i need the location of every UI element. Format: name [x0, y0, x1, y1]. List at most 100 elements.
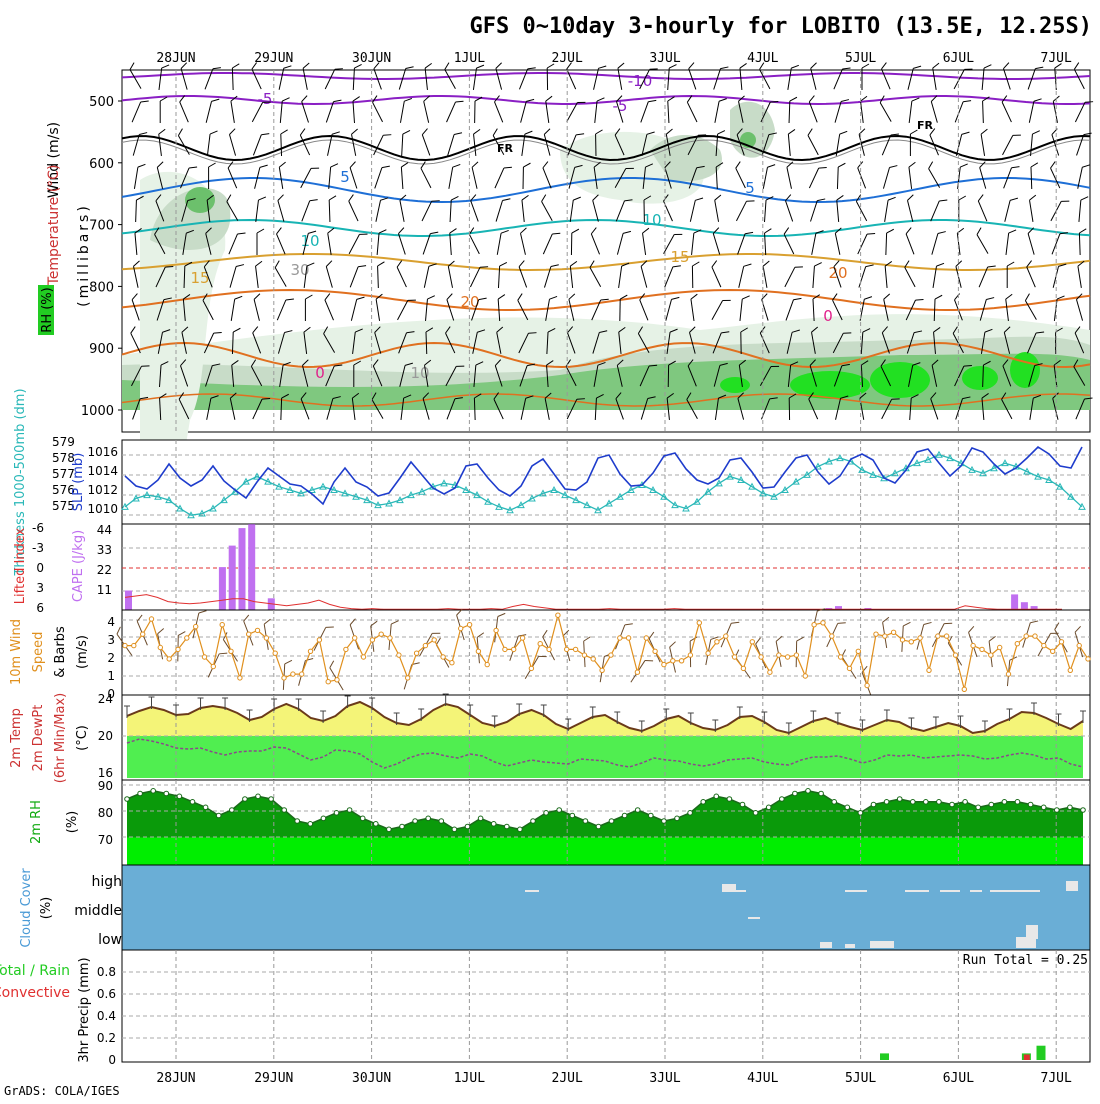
wind10-point: [706, 651, 710, 655]
lifted-tick: -3: [32, 541, 44, 555]
rh2m-point: [766, 805, 771, 810]
rh2m-point: [819, 791, 824, 796]
rh2m-point: [701, 800, 706, 805]
rh2m-point: [347, 808, 352, 813]
wind10-point: [450, 661, 454, 665]
wind10-point: [847, 666, 851, 670]
cloud-block: [870, 941, 894, 948]
wind10-point: [414, 651, 418, 655]
wind10-point: [918, 636, 922, 640]
rh2m-point: [1015, 800, 1020, 805]
temp2m-ylabel: (6hr Min/Max): [53, 693, 68, 783]
contour-label: 0: [315, 364, 325, 382]
wind10-ylabel-3: & Barbs: [53, 626, 68, 678]
rh2m-point: [989, 802, 994, 807]
barb-feather: [1002, 63, 1010, 69]
precip-ylabel: 3hr Precip (mm): [77, 957, 92, 1062]
contour-label: -5: [258, 90, 273, 108]
wind10-point: [1068, 668, 1072, 672]
rh2m-point: [243, 797, 248, 802]
rh2m-point: [884, 800, 889, 805]
rh-bright-patch: [870, 362, 930, 398]
wind10-point: [891, 630, 895, 634]
rh2m-point: [780, 797, 785, 802]
precip-legend-total: Total / Rain: [0, 963, 70, 979]
rh2m-point: [937, 800, 942, 805]
cloud-block: [748, 917, 760, 919]
day-label-top: 5JUL: [845, 51, 876, 66]
precip-tick: 0: [108, 1053, 116, 1067]
rh-bright-patch: [720, 377, 750, 393]
rh2m-point: [832, 800, 837, 805]
wind10-point: [273, 651, 277, 655]
cape-tick: 22: [97, 563, 112, 577]
precip-legend-conv: Convective: [0, 985, 70, 1001]
contour-label: 0: [823, 307, 833, 325]
wind10-point: [971, 643, 975, 647]
lifted-ylabel: Lifted Index: [13, 527, 28, 604]
rh2m-point: [295, 819, 300, 824]
day-label-bottom: 28JUN: [156, 1071, 195, 1086]
wind10-point: [397, 653, 401, 657]
cape-ylabel: CAPE (J/kg): [71, 530, 86, 602]
rh2m-point: [374, 822, 379, 827]
wind10-point: [370, 638, 374, 642]
rh2m-point: [897, 797, 902, 802]
lifted-tick: 3: [36, 581, 44, 595]
cloud-block: [905, 890, 929, 892]
rh2m-tick: 70: [98, 833, 113, 847]
rh2m-point: [1081, 808, 1086, 813]
wind10-point: [255, 628, 259, 632]
rh2m-point: [727, 797, 732, 802]
day-label-top: 1JUL: [454, 51, 485, 66]
precip-tick: 0.6: [97, 987, 116, 1001]
day-label-top: 29JUN: [254, 51, 293, 66]
rh2m-point: [976, 805, 981, 810]
wind10-point: [759, 655, 763, 659]
rh2m-point: [1028, 802, 1033, 807]
wind10-point: [423, 643, 427, 647]
precip-tick: 0.8: [97, 965, 116, 979]
wind10-ylabel-4: (m/s): [75, 635, 90, 669]
cape-bar: [248, 524, 255, 610]
day-label-top: 30JUN: [352, 51, 391, 66]
cape-tick: 44: [97, 523, 112, 537]
rh2m-point: [138, 791, 143, 796]
day-label-bottom: 7JUL: [1041, 1071, 1072, 1086]
wind10-point: [556, 613, 560, 617]
rh2m-point: [256, 794, 261, 799]
rh2m-point: [845, 805, 850, 810]
wind10-point: [1086, 657, 1090, 661]
wind10-point: [141, 632, 145, 636]
wind10-point: [962, 687, 966, 691]
wind10-ylabel-1: 10m Wind: [9, 619, 24, 685]
contour-label: 10: [642, 211, 661, 229]
wind10-point: [485, 662, 489, 666]
barb-feather: [302, 63, 310, 68]
wind10-point: [927, 668, 931, 672]
wind10-point: [441, 655, 445, 659]
cape-bar: [219, 567, 226, 610]
rh2m-point: [452, 827, 457, 832]
slp-tick: 1016: [87, 445, 118, 459]
wind10-point: [803, 674, 807, 678]
slp-ylabel: SLP (mb): [71, 453, 86, 512]
rh2m-point: [1055, 808, 1060, 813]
rh2m-point: [203, 805, 208, 810]
wind10-point: [998, 645, 1002, 649]
rh2m-point: [531, 819, 536, 824]
rh2m-tick: 80: [98, 806, 113, 820]
wind10-point: [326, 680, 330, 684]
pressure-tick-label: 900: [89, 342, 114, 357]
precip-tick: 0.4: [97, 1009, 116, 1023]
upper-ylabel-temperature: Temperature (°C): [46, 165, 62, 287]
temp2m-tick: 20: [98, 729, 113, 743]
wind10-point: [671, 659, 675, 663]
wind10-point: [379, 632, 383, 636]
rh2m-point: [950, 802, 955, 807]
wind10-point: [176, 647, 180, 651]
precip-conv-bar: [1024, 1055, 1030, 1061]
wind10-point: [900, 638, 904, 642]
wind10-point: [167, 657, 171, 661]
